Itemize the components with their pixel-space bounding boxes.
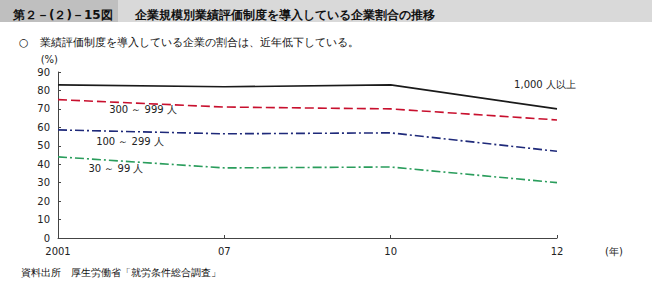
svg-text:07: 07 — [218, 246, 231, 257]
svg-text:300 ～ 999 人: 300 ～ 999 人 — [109, 104, 177, 115]
svg-text:第２－(２)－15図: 第２－(２)－15図 — [12, 8, 113, 22]
svg-text:企業規模別業績評価制度を導入している企業割合の推移: 企業規模別業績評価制度を導入している企業割合の推移 — [134, 8, 435, 22]
svg-text:10: 10 — [37, 214, 50, 225]
svg-text:○ 業績評価制度を導入している企業の割合は、近年低下している: ○ 業績評価制度を導入している企業の割合は、近年低下している。 — [19, 36, 359, 49]
svg-text:12: 12 — [551, 246, 564, 257]
svg-text:80: 80 — [37, 85, 50, 96]
svg-text:0: 0 — [44, 233, 50, 244]
svg-text:60: 60 — [37, 122, 50, 133]
svg-text:(年): (年) — [605, 246, 623, 257]
svg-text:40: 40 — [37, 159, 50, 170]
svg-text:70: 70 — [37, 103, 50, 114]
svg-text:30 ～ 99 人: 30 ～ 99 人 — [89, 163, 144, 174]
svg-text:10: 10 — [384, 246, 397, 257]
svg-text:資料出所 厚生労働省「就労条件総合調査」: 資料出所 厚生労働省「就労条件総合調査」 — [21, 267, 221, 278]
svg-text:100 ～ 299 人: 100 ～ 299 人 — [96, 136, 164, 147]
svg-text:2001: 2001 — [45, 246, 70, 257]
svg-text:50: 50 — [37, 140, 50, 151]
svg-text:(%): (%) — [41, 54, 58, 65]
svg-text:90: 90 — [37, 67, 50, 78]
svg-text:1,000 人以上: 1,000 人以上 — [514, 79, 576, 90]
svg-text:20: 20 — [37, 196, 50, 207]
svg-text:30: 30 — [37, 177, 50, 188]
